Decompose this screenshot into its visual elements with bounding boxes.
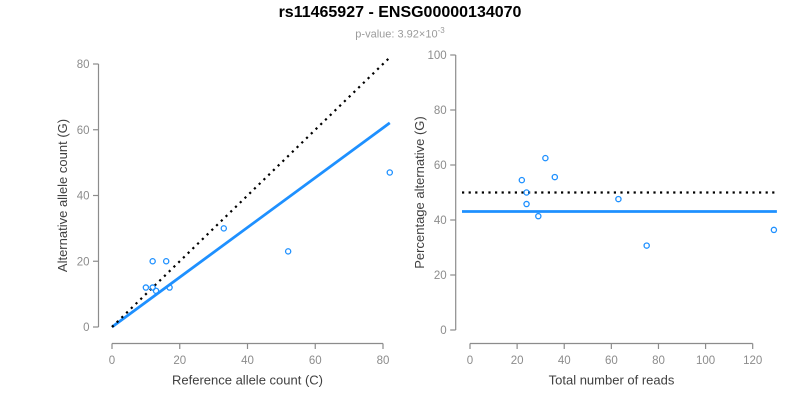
y-axis-title: Percentage alternative (G): [412, 116, 427, 268]
data-point: [149, 284, 156, 291]
data-point: [152, 287, 160, 295]
data-point: [551, 173, 559, 181]
pvalue-text: p-value: 3.92×10: [355, 28, 438, 41]
x-tick-label: 80: [652, 355, 665, 367]
data-point: [643, 242, 650, 249]
fitted-allelic-ratio-line: [111, 121, 391, 329]
data-point: [162, 257, 170, 265]
data-point: [535, 212, 542, 220]
data-point: [615, 195, 622, 203]
data-point: [523, 200, 530, 208]
x-tick-label: 120: [743, 355, 762, 367]
y-tick-label: 20: [434, 270, 447, 282]
pvalue-exponent: -3: [437, 26, 445, 35]
data-point: [284, 248, 292, 255]
y-axis-title: Alternative allele count (G): [55, 119, 70, 272]
figure-subtitle: p-value: 3.92×10-3: [0, 26, 800, 41]
y-tick-label: 40: [77, 191, 90, 203]
x-tick-label: 60: [605, 355, 618, 367]
y-tick-label: 100: [428, 50, 447, 62]
data-point: [142, 284, 150, 291]
y-tick-label: 0: [83, 322, 89, 334]
chart-allele-counts-scatter: 0 20 40 60 80 0 20 40 60 80 Reference allele count…: [55, 56, 394, 388]
x-tick-label: 40: [241, 355, 254, 367]
y-tick-label: 60: [434, 160, 447, 172]
y-tick-label: 80: [434, 105, 447, 117]
x-tick-label: 20: [511, 355, 524, 367]
data-point: [149, 257, 156, 265]
data-point: [386, 169, 394, 176]
y-tick-label: 0: [440, 325, 446, 337]
x-axis-title: Total number of reads: [549, 373, 675, 388]
x-tick-label: 0: [467, 355, 473, 367]
x-tick-label: 20: [173, 355, 186, 367]
chart-percentage-vs-reads-scatter: 0 20 40 60 80 100 0 20 40 60 80 100 120 Total number …: [412, 50, 778, 388]
figure-title: rs11465927 - ENSG00000134070: [278, 4, 522, 21]
data-point: [518, 176, 526, 184]
data-point: [770, 226, 778, 234]
x-axis-title: Reference allele count (C): [172, 373, 323, 388]
identity-line: [111, 56, 391, 328]
x-tick-label: 40: [558, 355, 571, 367]
x-tick-label: 60: [309, 355, 322, 367]
y-tick-label: 40: [434, 215, 447, 227]
x-tick-label: 80: [377, 355, 390, 367]
y-tick-label: 80: [77, 59, 90, 71]
data-point: [523, 189, 530, 196]
x-tick-label: 100: [696, 355, 715, 367]
x-tick-label: 0: [109, 355, 115, 367]
data-point: [542, 154, 549, 162]
data-point: [220, 225, 228, 232]
y-tick-label: 20: [77, 256, 90, 268]
data-point: [166, 284, 173, 291]
y-tick-label: 60: [77, 125, 90, 137]
